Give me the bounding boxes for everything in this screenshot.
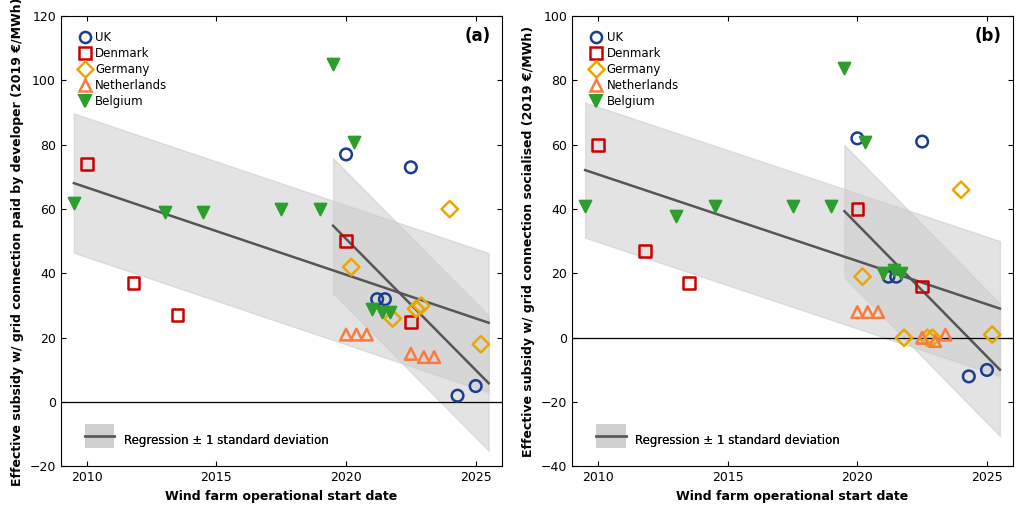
Point bbox=[157, 208, 173, 216]
X-axis label: Wind farm operational start date: Wind farm operational start date bbox=[165, 490, 397, 503]
Point bbox=[870, 308, 887, 316]
Point bbox=[468, 382, 484, 390]
Y-axis label: Effective subsidy w/ grid connection socialised (2019 €/MWh): Effective subsidy w/ grid connection soc… bbox=[522, 26, 536, 457]
Point bbox=[914, 282, 931, 290]
Point bbox=[859, 308, 876, 316]
Point bbox=[784, 202, 801, 210]
Point bbox=[426, 353, 442, 361]
Point bbox=[914, 334, 931, 342]
Point bbox=[590, 141, 606, 149]
Point bbox=[408, 305, 424, 313]
Point bbox=[312, 205, 329, 213]
Point bbox=[374, 308, 390, 316]
Point bbox=[888, 272, 904, 281]
Point bbox=[914, 137, 931, 145]
Point bbox=[849, 205, 865, 213]
Point bbox=[79, 160, 95, 168]
Point bbox=[169, 311, 185, 319]
Point bbox=[196, 208, 212, 216]
Y-axis label: Effective subsidy w/ grid connection paid by developer (2019 €/MWh): Effective subsidy w/ grid connection pai… bbox=[11, 0, 25, 486]
Point bbox=[849, 308, 865, 316]
Text: (b): (b) bbox=[975, 27, 1001, 45]
Point bbox=[896, 334, 912, 342]
Point bbox=[338, 150, 354, 158]
Point bbox=[920, 334, 936, 342]
Point bbox=[348, 331, 365, 339]
Point bbox=[402, 350, 419, 358]
Point bbox=[402, 163, 419, 171]
Point bbox=[953, 186, 970, 194]
Point bbox=[346, 137, 362, 145]
X-axis label: Wind farm operational start date: Wind farm operational start date bbox=[677, 490, 908, 503]
Point bbox=[837, 63, 853, 71]
Point bbox=[382, 308, 398, 316]
Point bbox=[681, 279, 697, 287]
Point bbox=[881, 272, 897, 281]
Point bbox=[325, 60, 341, 68]
Point bbox=[849, 134, 865, 142]
Point bbox=[937, 331, 953, 339]
Point bbox=[66, 198, 82, 207]
Point bbox=[668, 211, 684, 219]
Point bbox=[385, 315, 401, 323]
Point bbox=[338, 331, 354, 339]
Point bbox=[413, 302, 429, 310]
Legend: Regression ± 1 standard deviation: Regression ± 1 standard deviation bbox=[591, 429, 845, 452]
Point bbox=[876, 269, 892, 278]
Point bbox=[416, 353, 432, 361]
Point bbox=[979, 366, 995, 374]
Point bbox=[707, 202, 723, 210]
Point bbox=[377, 295, 393, 303]
Point bbox=[927, 337, 943, 345]
Point bbox=[369, 295, 385, 303]
Point bbox=[637, 247, 653, 255]
Point bbox=[857, 137, 873, 145]
Point bbox=[984, 331, 1000, 339]
Text: (a): (a) bbox=[465, 27, 490, 45]
Point bbox=[823, 202, 840, 210]
Point bbox=[364, 305, 380, 313]
Point bbox=[473, 340, 489, 348]
Point bbox=[886, 266, 902, 274]
Point bbox=[450, 392, 466, 400]
Point bbox=[125, 279, 141, 287]
Point bbox=[854, 272, 870, 281]
Legend: Regression ± 1 standard deviation: Regression ± 1 standard deviation bbox=[80, 429, 333, 452]
Point bbox=[577, 202, 593, 210]
Point bbox=[343, 263, 359, 271]
Point bbox=[925, 334, 941, 342]
Point bbox=[893, 269, 909, 278]
Point bbox=[358, 331, 375, 339]
Point bbox=[402, 318, 419, 326]
Point bbox=[273, 205, 290, 213]
Point bbox=[961, 372, 977, 380]
Point bbox=[441, 205, 458, 213]
Point bbox=[338, 237, 354, 245]
